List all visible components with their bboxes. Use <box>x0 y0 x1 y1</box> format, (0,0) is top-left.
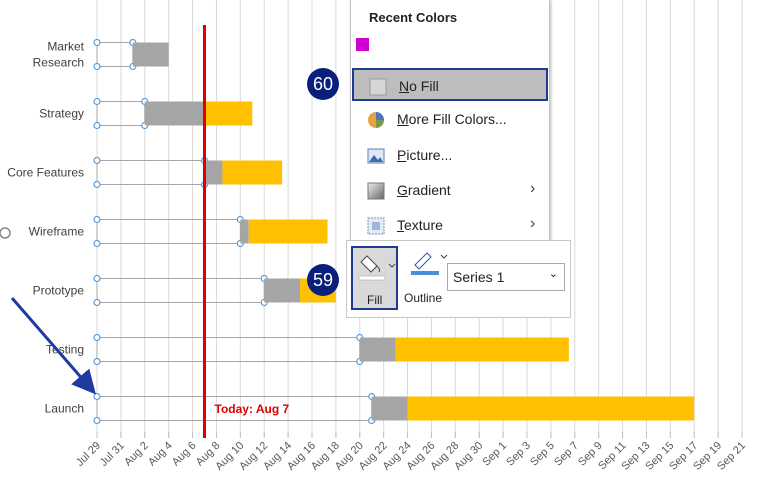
bar-segment <box>204 160 223 185</box>
selection-handle <box>93 357 101 366</box>
selection-handle <box>93 62 101 71</box>
selection-handle <box>93 392 101 401</box>
recent-color[interactable] <box>356 38 369 51</box>
menu-item[interactable]: No Fill <box>352 68 548 101</box>
series-name: Series 1 <box>453 269 505 285</box>
item-label: No Fill <box>399 78 439 94</box>
category-label: Prototype <box>33 284 85 298</box>
item-label: Texture <box>397 217 443 233</box>
bar-segment <box>132 42 169 67</box>
label-line: Research <box>33 56 84 70</box>
category-label: Wireframe <box>29 225 85 239</box>
bar-segment <box>395 337 569 362</box>
selection-handle <box>93 274 101 283</box>
bar-segment <box>264 278 301 303</box>
selection-handle <box>93 38 101 47</box>
selection-handle <box>93 333 101 342</box>
x-tick-label: Aug 2 <box>122 440 151 469</box>
fill-menu: Recent Colors No Fill More Fill Colors..… <box>350 0 550 245</box>
menu-item[interactable]: Texture › <box>352 209 548 242</box>
menu-item[interactable]: Gradient › <box>352 174 548 207</box>
category-label: Launch <box>45 402 84 416</box>
bar-segment <box>96 337 361 362</box>
selection-handle <box>93 156 101 165</box>
x-tick-label: Jul 31 <box>98 440 127 469</box>
item-label: More Fill Colors... <box>397 111 507 127</box>
bar-segment <box>204 101 253 126</box>
selection-handle <box>93 97 101 106</box>
selection-handle <box>93 121 101 130</box>
bar-segment <box>248 219 328 244</box>
bar-segment <box>96 278 265 303</box>
x-tick-label: Jul 29 <box>74 440 103 469</box>
x-tick-label: Sep 3 <box>504 440 533 469</box>
category-label: Strategy <box>39 107 84 121</box>
bar-segment <box>96 42 134 67</box>
pointer-arrow <box>10 297 96 395</box>
selection-handle <box>93 298 101 307</box>
item-label: Gradient <box>397 182 451 198</box>
label-line: Market <box>47 40 84 54</box>
step-badge: 60 <box>307 68 339 100</box>
bar-segment <box>96 160 205 185</box>
x-tick-label: Aug 6 <box>170 440 199 469</box>
fill-label: Fill <box>367 293 383 307</box>
selection-handle <box>93 239 101 248</box>
bar-segment <box>144 101 205 126</box>
selection-handle <box>93 180 101 189</box>
bar-segment <box>371 396 408 421</box>
selection-handle <box>93 416 101 425</box>
x-tick-label: Sep 5 <box>528 440 557 469</box>
bar-segment <box>240 219 249 244</box>
mini-toolbar: Fill Outline Series 1 ⌄ <box>346 240 571 318</box>
series-dropdown[interactable]: Series 1 ⌄ <box>447 263 565 291</box>
x-tick-label: Sep 1 <box>480 440 509 469</box>
x-tick-label: Aug 4 <box>146 440 175 469</box>
x-tick-label: Sep 7 <box>552 440 581 469</box>
category-label: Market Research <box>33 40 85 70</box>
bar-segment <box>222 160 283 185</box>
bar-segment <box>359 337 396 362</box>
item-label: Picture... <box>397 147 453 163</box>
menu-title: Recent Colors <box>369 10 458 25</box>
step-badge: 59 <box>307 264 339 296</box>
bar-segment <box>407 396 695 421</box>
category-label: Core Features <box>7 166 84 180</box>
today-label: Today: Aug 7 <box>215 402 290 416</box>
selection-handle <box>93 215 101 224</box>
outline-label[interactable]: Outline <box>404 291 443 305</box>
handle <box>0 227 11 239</box>
menu-item[interactable]: More Fill Colors... <box>352 103 548 136</box>
menu-item[interactable]: Picture... <box>352 139 548 172</box>
fill-button[interactable]: Fill <box>351 246 398 310</box>
